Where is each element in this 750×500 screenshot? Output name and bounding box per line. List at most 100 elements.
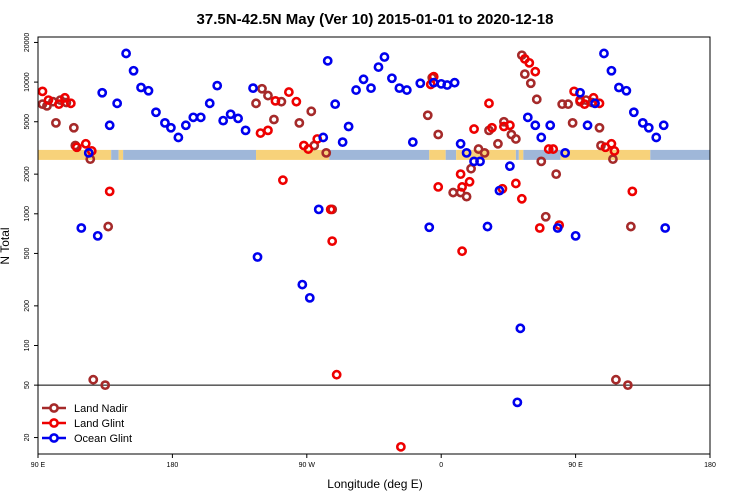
point-ocean-glint (494, 185, 505, 196)
point-ocean-glint (512, 397, 523, 408)
point-land-nadir (269, 114, 279, 125)
x-tick-label: 180 (704, 462, 716, 469)
point-land-nadir (433, 129, 444, 140)
band-segment-land (429, 149, 446, 160)
point-land-glint (395, 441, 406, 452)
point-ocean-glint (330, 99, 341, 110)
point-ocean-glint (515, 323, 526, 334)
y-tick-label: 1000 (24, 206, 31, 222)
point-ocean-glint (442, 80, 453, 90)
point-ocean-glint (97, 87, 108, 98)
band-segment-land (256, 149, 330, 160)
point-land-glint (433, 182, 444, 192)
point-ocean-glint (195, 112, 206, 123)
x-axis: 90 E 180 90 W 0 90 E 180 (31, 454, 716, 469)
point-land-glint (331, 369, 342, 380)
y-tick-label: 10000 (24, 72, 31, 92)
point-ocean-glint (188, 112, 199, 123)
legend: Land Nadir Land Glint Ocean Glint (42, 403, 132, 445)
point-ocean-glint (475, 156, 485, 167)
band-segment-ocean (515, 149, 519, 160)
point-land-glint (278, 175, 288, 186)
point-land-glint (504, 120, 515, 131)
point-land-nadir (51, 117, 61, 128)
point-ocean-glint (297, 279, 308, 290)
point-ocean-glint (318, 132, 329, 143)
point-ocean-glint (76, 223, 87, 233)
point-ocean-glint (379, 52, 390, 62)
point-land-glint (455, 169, 466, 180)
chart-title: 37.5N-42.5N May (Ver 10) 2015-01-01 to 2… (197, 11, 554, 28)
point-land-glint (594, 98, 605, 109)
y-tick-label: 200 (24, 300, 31, 312)
point-ocean-glint (373, 62, 384, 72)
point-ocean-glint (366, 83, 376, 94)
legend-marker-land-nadir (49, 403, 59, 413)
point-ocean-glint (407, 137, 418, 148)
point-ocean-glint (424, 222, 435, 233)
point-ocean-glint (104, 120, 115, 131)
band-segment-ocean (111, 149, 119, 160)
point-land-glint (530, 66, 541, 77)
point-ocean-glint (504, 161, 515, 172)
data-points (37, 48, 671, 452)
point-land-nadir (563, 99, 574, 110)
point-ocean-glint (121, 48, 132, 59)
point-ocean-glint (212, 80, 223, 91)
point-ocean-glint (343, 121, 354, 132)
point-land-nadir (567, 117, 578, 128)
point-land-glint (510, 178, 521, 189)
point-land-nadir (422, 110, 433, 121)
x-axis-label: Longitude (deg E) (327, 477, 422, 491)
y-tick-label: 20000 (24, 33, 31, 53)
point-ocean-glint (313, 204, 324, 215)
point-land-glint (469, 124, 479, 134)
point-land-glint (54, 99, 64, 110)
point-ocean-glint (233, 113, 244, 124)
point-ocean-glint (599, 48, 609, 59)
point-ocean-glint (614, 82, 624, 93)
point-ocean-glint (83, 147, 94, 158)
point-ocean-glint (621, 85, 632, 96)
point-ocean-glint (143, 85, 154, 96)
point-land-nadir (525, 78, 536, 89)
point-land-glint (534, 223, 545, 233)
point-land-glint (327, 236, 338, 247)
point-land-glint (283, 87, 294, 97)
y-axis-label: N Total (0, 227, 12, 264)
point-ocean-glint (136, 82, 146, 93)
point-land-glint (609, 146, 620, 156)
point-ocean-glint (606, 65, 617, 76)
point-ocean-glint (173, 132, 184, 143)
band-segment-land (118, 149, 124, 160)
point-land-nadir (479, 147, 490, 158)
band-segment-land (38, 149, 112, 160)
point-land-glint (548, 144, 559, 154)
point-ocean-glint (204, 98, 215, 109)
point-ocean-glint (415, 78, 426, 89)
point-ocean-glint (582, 120, 593, 131)
point-land-nadir (493, 138, 503, 149)
y-tick-label: 2000 (24, 166, 31, 182)
x-tick-label: 90 E (568, 462, 583, 469)
point-land-glint (303, 144, 314, 154)
point-land-glint (524, 57, 535, 68)
point-ocean-glint (387, 73, 397, 84)
point-land-nadir (622, 380, 633, 391)
point-ocean-glint (225, 109, 236, 120)
point-land-glint (80, 138, 91, 149)
point-land-glint (65, 98, 76, 109)
point-land-nadir (594, 122, 605, 133)
point-land-glint (457, 246, 468, 257)
point-land-nadir (461, 191, 472, 202)
point-land-glint (59, 92, 70, 103)
plot-frame (37, 36, 711, 455)
point-ocean-glint (304, 292, 315, 303)
point-ocean-glint (522, 112, 533, 123)
point-ocean-glint (461, 147, 472, 158)
point-ocean-glint (536, 132, 547, 143)
point-ocean-glint (545, 120, 556, 131)
point-land-glint (464, 176, 475, 187)
point-land-nadir (103, 221, 114, 232)
